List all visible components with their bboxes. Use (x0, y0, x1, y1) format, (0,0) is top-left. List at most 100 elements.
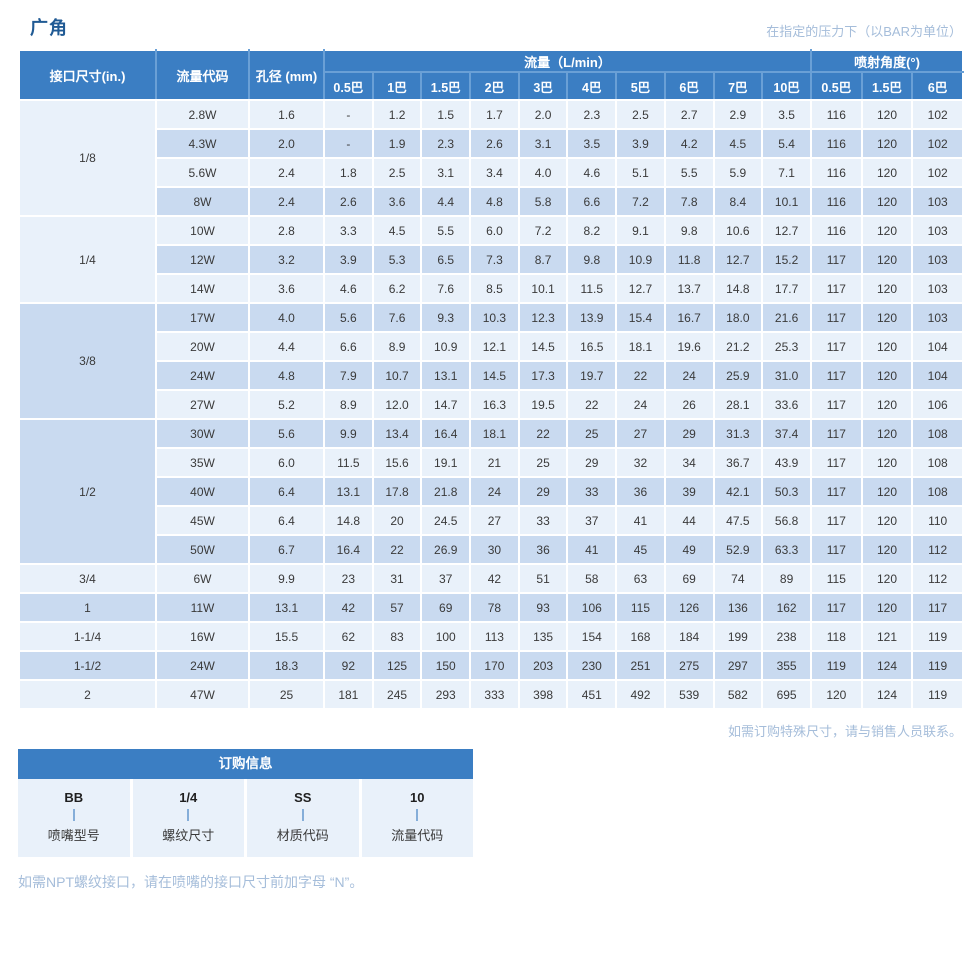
flow-value-cell: 19.7 (566, 360, 618, 391)
flow-value-cell: 17.7 (761, 273, 812, 304)
flow-value-cell: 5.5 (420, 215, 472, 246)
angle-value-cell: 120 (860, 186, 914, 217)
flow-value-cell: 19.1 (420, 447, 472, 478)
flow-value-cell: 63.3 (761, 534, 812, 565)
flow-value-cell: 238 (761, 621, 812, 652)
angle-value-cell: 119 (810, 650, 863, 681)
angle-value-cell: 124 (860, 679, 914, 710)
bore-cell: 5.2 (248, 389, 325, 420)
flow-value-cell: 170 (469, 650, 520, 681)
angle-value-cell: 117 (810, 534, 863, 565)
flow-value-cell: 333 (469, 679, 520, 710)
flow-value-cell: 10.1 (761, 186, 812, 217)
flow-value-cell: 21.8 (420, 476, 472, 507)
flow-code-cell: 16W (155, 621, 250, 652)
angle-value-cell: 116 (810, 128, 863, 159)
connector-line (301, 809, 304, 821)
flow-value-cell: 45 (615, 534, 666, 565)
flow-value-cell: 15.2 (761, 244, 812, 275)
flow-value-cell: 3.4 (469, 157, 520, 188)
flow-value-cell: 25.9 (712, 360, 764, 391)
bore-cell: 1.6 (248, 99, 325, 130)
flow-value-cell: 51 (517, 563, 569, 594)
flow-value-cell: 41 (615, 505, 666, 536)
order-info-item: 1/4 螺纹尺寸 (132, 779, 244, 857)
flow-value-cell: 52.9 (712, 534, 764, 565)
flow-value-cell: 15.6 (371, 447, 423, 478)
flow-value-cell: 17.3 (517, 360, 569, 391)
flow-value-cell: 297 (712, 650, 764, 681)
pressure-column-header: 1.5巴 (420, 71, 472, 101)
flow-value-cell: 199 (712, 621, 764, 652)
flow-value-cell: 36 (517, 534, 569, 565)
flow-value-cell: 184 (663, 621, 715, 652)
top-bar: 广角 在指定的压力下（以BAR为单位） (18, 14, 962, 40)
flow-value-cell: 16.5 (566, 331, 618, 362)
table-row: 27W 5.2 8.9 12.0 14.7 16.3 19.5 22 24 26 28.1 33.6 1… (19, 389, 964, 420)
flow-value-cell: 13.9 (566, 302, 618, 333)
bore-cell: 5.6 (248, 418, 325, 449)
table-row: 24W 4.8 7.9 10.7 13.1 14.5 17.3 19.7 22 24 25.9 31.… (19, 360, 964, 391)
table-row: 4.3W 2.0-1.9 2.3 2.6 3.1 3.5 3.9 4.2 4.5 5.4 116 12… (19, 128, 964, 159)
angle-value-cell: 117 (810, 592, 863, 623)
order-info-body: BB 喷嘴型号 1/4 螺纹尺寸 SS 材质代码 10 流量代码 (18, 779, 473, 857)
flow-value-cell: 10.6 (712, 215, 764, 246)
flow-value-cell: 3.5 (761, 99, 812, 130)
order-code: 1/4 (179, 790, 198, 805)
flow-value-cell: 7.9 (323, 360, 374, 391)
flow-value-cell: 33.6 (761, 389, 812, 420)
flow-value-cell: 37 (420, 563, 472, 594)
table-row: 40W 6.4 13.1 17.8 21.8 24 29 33 36 39 42.1 50.3 117 1… (19, 476, 964, 507)
flow-value-cell: 695 (761, 679, 812, 710)
flow-value-cell: 31.3 (712, 418, 764, 449)
angle-value-cell: 102 (911, 128, 964, 159)
table-row: 1 11W 13.1 42 57 69 78 93 106 115 126 136 162 117 120 1… (18, 592, 964, 623)
angle-value-cell: 120 (860, 215, 914, 246)
angle-value-cell: 120 (860, 534, 914, 565)
flow-code-cell: 24W (155, 650, 250, 681)
flow-value-cell: 7.6 (420, 273, 472, 304)
angle-value-cell: 120 (860, 99, 914, 130)
flow-value-cell: 539 (663, 679, 715, 710)
flow-value-cell: 7.2 (615, 186, 666, 217)
angle-value-cell: 116 (810, 99, 863, 130)
angle-value-cell: 106 (911, 389, 964, 420)
flow-value-cell: 100 (420, 621, 472, 652)
angle-value-cell: 103 (911, 302, 964, 333)
table-row: 50W 6.7 16.4 22 26.9 30 36 41 45 49 52.9 63.3 117 120… (19, 534, 964, 565)
angle-value-cell: 120 (860, 476, 914, 507)
flow-value-cell: 3.1 (420, 157, 472, 188)
angle-value-cell: 108 (911, 476, 964, 507)
angle-value-cell: 120 (810, 679, 863, 710)
order-code: SS (294, 790, 312, 805)
angle-value-cell: 103 (911, 215, 964, 246)
flow-value-cell: 4.6 (323, 273, 374, 304)
angle-value-cell: 103 (911, 244, 964, 275)
flow-value-cell: 69 (420, 592, 472, 623)
bore-cell: 6.7 (248, 534, 325, 565)
flow-code-cell: 11W (155, 592, 250, 623)
angle-value-cell: 120 (860, 273, 914, 304)
flow-value-cell: 2.6 (323, 186, 374, 217)
connection-size-cell: 1-1/4 (18, 621, 157, 652)
pressure-column-header: 5巴 (615, 71, 666, 101)
flow-value-cell: 13.4 (371, 418, 423, 449)
flow-value-cell: 92 (323, 650, 374, 681)
table-row: 3/4 6W 9.9 23 31 37 42 51 58 63 69 74 89 115 120 112 (18, 563, 964, 594)
flow-value-cell: 34 (663, 447, 715, 478)
bore-cell: 18.3 (248, 650, 325, 681)
angle-value-cell: 117 (810, 505, 863, 536)
flow-value-cell: 14.5 (517, 331, 569, 362)
flow-value-cell: 74 (712, 563, 764, 594)
flow-value-cell: 12.7 (712, 244, 764, 275)
flow-value-cell: 24.5 (420, 505, 472, 536)
flow-value-cell: 162 (761, 592, 812, 623)
order-label: 流量代码 (391, 828, 444, 843)
pressure-unit-note: 在指定的压力下（以BAR为单位） (766, 24, 962, 39)
flow-value-cell: 33 (566, 476, 618, 507)
pressure-column-header: 10巴 (761, 71, 812, 101)
pressure-column-header: 6巴 (911, 71, 964, 101)
angle-value-cell: 117 (810, 447, 863, 478)
special-size-note: 如需订购特殊尺寸，请与销售人员联系。 (727, 724, 962, 739)
bore-cell: 6.4 (248, 505, 325, 536)
